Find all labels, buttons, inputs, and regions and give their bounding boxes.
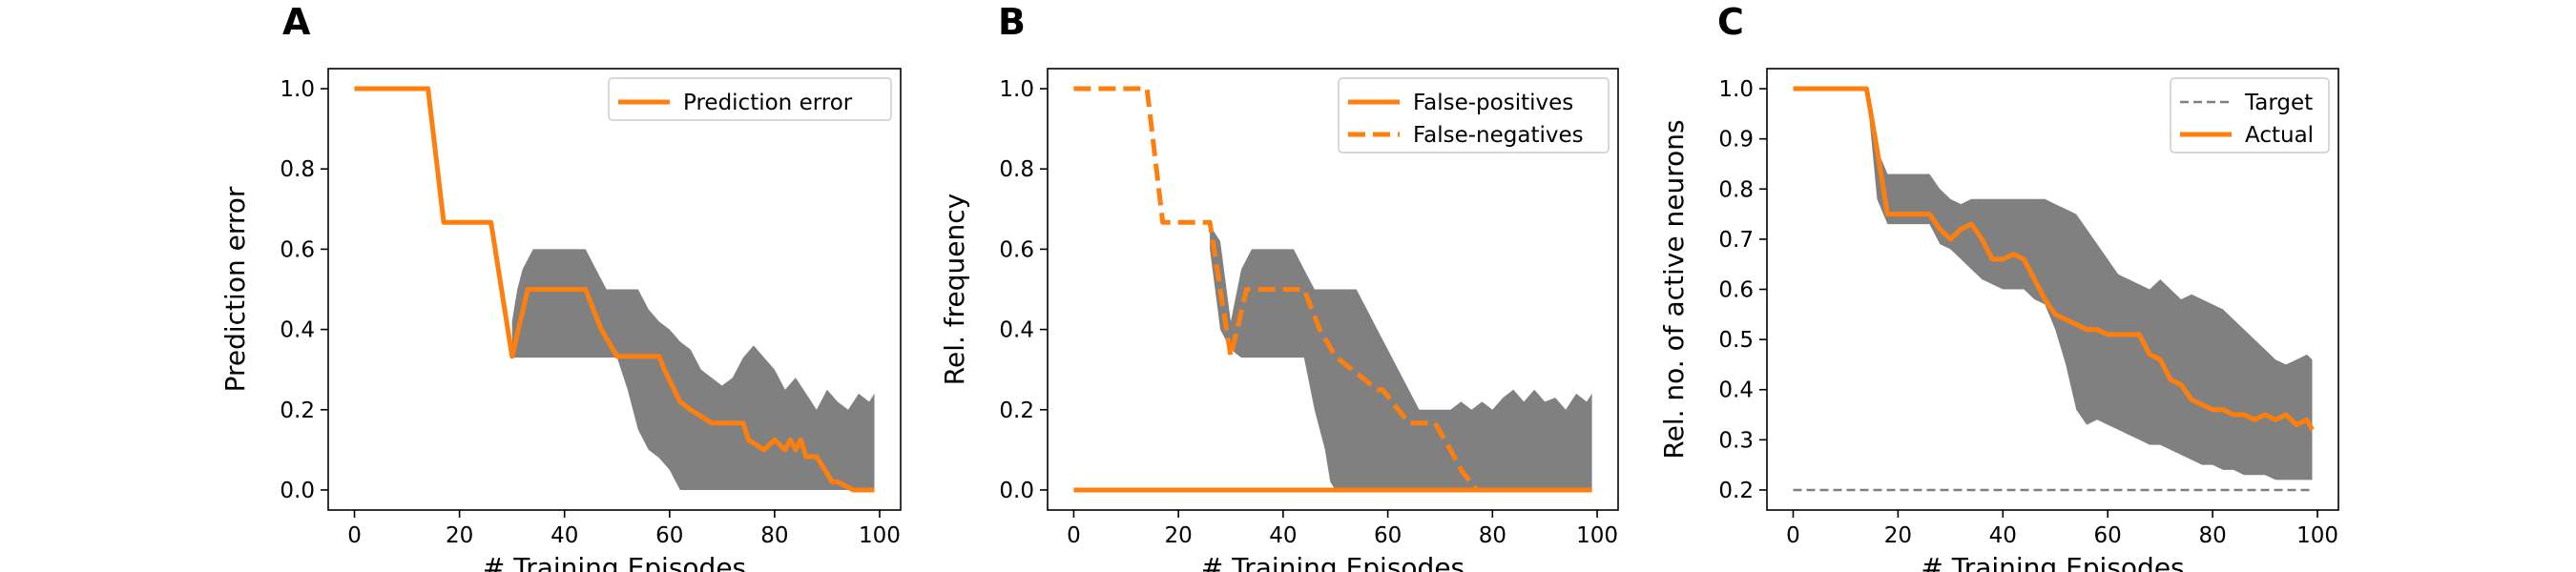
legend-b: False-positives False-negatives [1338,77,1610,153]
legend-label: Actual [2245,123,2314,148]
plot-frame-a [327,68,902,511]
x-tick-label: 60 [655,523,683,548]
y-tick-label: 0.0 [999,479,1034,503]
y-ticks-c: 0.2 0.3 0.4 0.5 0.6 0.7 0.8 0.9 1.0 [1718,77,1767,503]
series-group-a [354,86,875,493]
x-tick-label: 60 [1374,523,1402,548]
y-axis-label-a: Prediction error [219,186,251,392]
legend-box [608,77,892,121]
x-tick-label: 0 [1067,523,1081,548]
x-tick-label: 20 [1884,523,1912,548]
y-tick-label: 0.2 [1718,479,1754,503]
legend-label: Prediction error [683,91,853,115]
y-tick-label: 1.0 [280,77,315,102]
y-ticks-b: 0.0 0.2 0.4 0.6 0.8 1.0 [999,77,1048,503]
y-tick-label: 0.2 [280,398,315,423]
y-tick-label: 0.7 [1718,228,1754,253]
y-tick-label: 0.2 [999,398,1034,423]
x-tick-label: 0 [347,523,362,548]
y-axis-label-b: Rel. frequency [939,194,970,385]
legend-label: False-negatives [1413,123,1584,148]
confidence-band-b [1210,225,1592,490]
x-tick-label: 20 [1165,523,1193,548]
x-tick-label: 0 [1786,523,1800,548]
panel-letter-a: A [282,1,311,43]
y-tick-label: 0.8 [1718,177,1754,202]
legend-a: Prediction error [608,77,892,121]
y-tick-label: 0.4 [280,318,315,343]
x-ticks-a: 0 20 40 60 80 100 [347,510,901,548]
series-line-b-false-negatives [1073,86,1592,493]
y-tick-label: 0.4 [1718,378,1754,403]
panel-b: B 0 20 40 60 80 100 0.0 0.2 0.4 0.6 0.8 1.0 # Trai… [939,1,1619,572]
x-tick-label: 40 [551,523,578,548]
y-tick-label: 0.4 [999,318,1034,343]
y-tick-label: 0.6 [1718,278,1754,303]
y-tick-label: 0.8 [280,157,315,182]
y-tick-label: 0.8 [999,157,1034,182]
series-group-b [1073,86,1592,493]
x-axis-label-b: # Training Episodes [1201,552,1465,572]
legend-box [1338,77,1610,153]
x-tick-label: 40 [1269,523,1297,548]
x-ticks-b: 0 20 40 60 80 100 [1067,510,1618,548]
y-tick-label: 0.6 [280,237,315,262]
confidence-band-c [1866,89,2313,480]
y-tick-label: 1.0 [999,77,1034,102]
x-tick-label: 80 [1479,523,1506,548]
legend-label: Target [2244,91,2313,115]
legend-label: False-positives [1413,91,1573,115]
panel-c: C 0 20 40 60 80 100 0.2 0.3 0.4 0.5 0.6 0.7 0.8 0.9 1… [1658,1,2339,572]
y-tick-label: 0.3 [1718,428,1754,453]
band-group-c [1866,89,2313,480]
x-tick-label: 80 [760,523,788,548]
x-axis-label-c: # Training Episodes [1921,552,2184,572]
legend-c: Target Actual [2170,77,2330,153]
x-tick-label: 40 [1989,523,2017,548]
plot-frame-b [1047,68,1619,511]
x-tick-label: 100 [859,523,901,548]
x-tick-label: 60 [2094,523,2122,548]
y-tick-label: 0.6 [999,237,1034,262]
y-axis-label-c: Rel. no. of active neurons [1658,119,1690,459]
series-line-c-actual [1793,86,2315,431]
band-group-a [511,249,875,490]
confidence-band-a [511,249,875,490]
panel-letter-c: C [1717,1,1744,43]
x-tick-label: 20 [446,523,473,548]
x-axis-label-a: # Training Episodes [483,552,746,572]
x-tick-label: 100 [1576,523,1618,548]
panel-letter-b: B [998,1,1026,43]
x-ticks-c: 0 20 40 60 80 100 [1786,510,2338,548]
y-tick-label: 0.9 [1718,128,1754,153]
series-group-c [1793,86,2315,492]
x-tick-label: 100 [2296,523,2338,548]
series-line-a-prediction-error [354,86,875,493]
panel-a: A 0 20 40 60 80 100 0.0 0.2 0.4 0.6 0.8 1.0 # Trai… [219,1,902,572]
y-tick-label: 0.0 [280,479,315,503]
y-tick-label: 1.0 [1718,77,1754,102]
band-group-b [1210,225,1592,490]
x-tick-label: 80 [2198,523,2226,548]
y-ticks-a: 0.0 0.2 0.4 0.6 0.8 1.0 [280,77,328,503]
y-tick-label: 0.5 [1718,328,1754,353]
